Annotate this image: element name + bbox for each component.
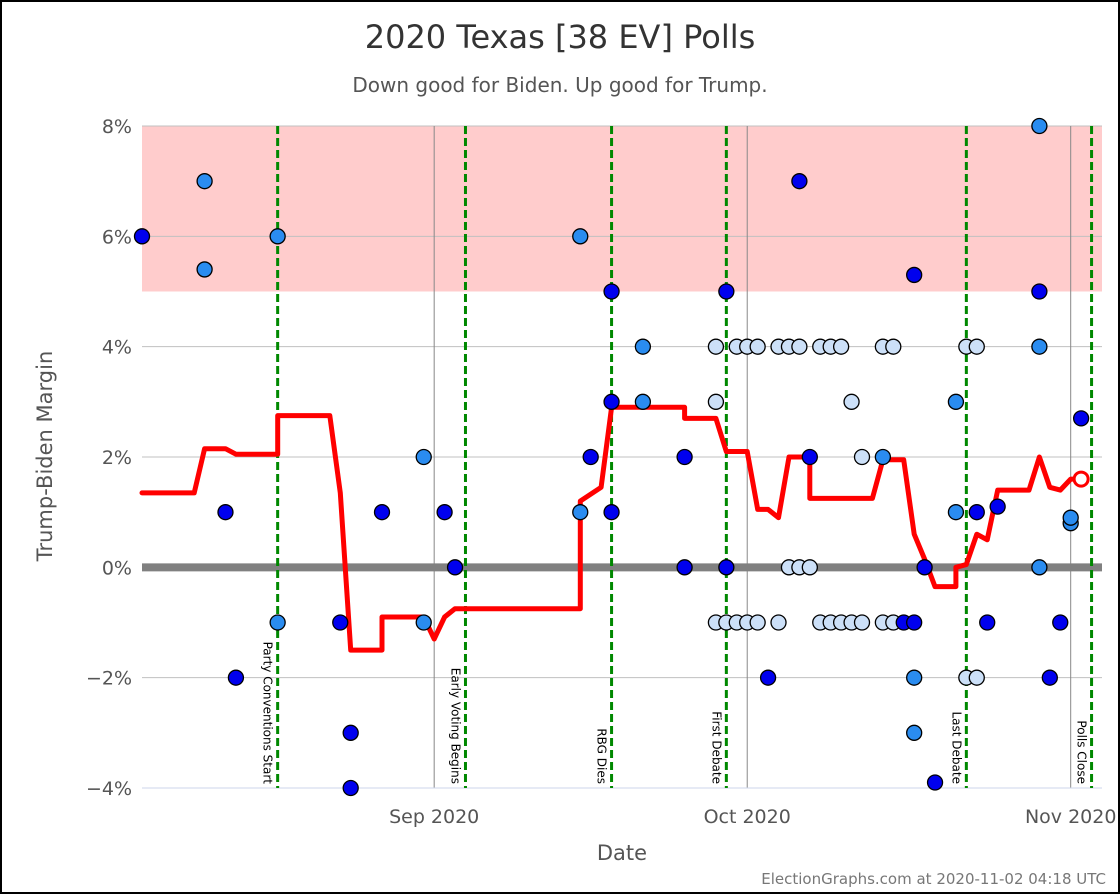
poll-point [342,724,359,741]
poll-point [1031,117,1048,135]
poll-point [791,173,808,190]
poll-point [1031,559,1048,576]
poll-point [885,338,902,355]
poll-point [446,559,464,576]
x-tick-label: Oct 2020 [704,806,791,828]
event-label: Early Voting Begins [448,668,462,784]
poll-point [1072,410,1090,427]
y-tick-label: 4% [102,337,132,359]
poll-point [196,261,213,278]
poll-point [791,338,808,355]
y-tick-label: 6% [102,226,132,248]
poll-point [1041,669,1058,686]
poll-point [707,338,725,355]
poll-point [749,614,766,631]
poll-point [906,266,923,284]
event-label: RBG Dies [595,728,609,784]
poll-point [634,338,652,355]
poll-point [968,504,985,521]
x-tick-label: Sep 2020 [389,806,479,828]
y-tick-label: 0% [102,557,132,579]
poll-average-line [139,404,1084,653]
poll-point [269,228,286,245]
poll-point [968,338,985,355]
poll-point [332,614,349,631]
poll-point [1031,283,1048,300]
poll-point [947,393,965,410]
poll-point [582,448,599,466]
event-label: Polls Close [1075,720,1089,784]
poll-point [801,559,818,576]
poll-point [832,338,850,355]
poll-point [1062,509,1079,526]
poll-point [415,614,432,631]
poll-point [853,614,871,631]
poll-point [133,228,151,245]
poll-point [718,283,735,300]
poll-point [718,559,735,576]
event-label: Party Conventions Start [261,642,275,785]
poll-point [801,448,818,466]
poll-point [572,228,589,245]
poll-point [916,559,933,576]
poll-point [947,504,965,521]
poll-point [989,498,1006,515]
poll-point [906,614,923,631]
poll-point [968,669,985,686]
poll-point [603,504,620,521]
poll-point [770,614,787,631]
plot-area: −4% −2% 0% 2% 4% 6% 8% Sep 2020 Oct 2020 Nov 2020… [86,116,1117,828]
poll-point [926,774,944,791]
x-axis-title: Date [597,841,647,865]
poll-point [676,448,693,466]
poll-point [603,393,620,410]
y-tick-label: −4% [86,778,132,800]
y-tick-label: 8% [102,116,132,138]
poll-point [843,393,860,410]
poll-point [196,173,213,190]
chart-title: 2020 Texas [38 EV] Polls [365,18,756,56]
poll-point [759,669,777,686]
credit-text: ElectionGraphs.com at 2020-11-02 04:18 U… [761,870,1106,888]
poll-point [707,393,725,410]
y-tick-label: −2% [86,668,132,690]
poll-point [217,504,234,521]
x-tick-label: Nov 2020 [1025,806,1116,828]
poll-point [342,779,359,797]
shaded-band [142,126,1102,292]
poll-point [634,393,652,410]
poll-point [906,669,923,686]
poll-point [1052,614,1069,631]
chart-subtitle: Down good for Biden. Up good for Trump. [352,73,767,97]
poll-point [874,448,892,466]
poll-point [676,559,693,576]
poll-point [906,724,923,741]
poll-point [979,614,996,631]
poll-point [1031,338,1048,355]
y-axis-title: Trump-Biden Margin [33,351,57,563]
poll-point [269,614,286,631]
poll-point [853,448,871,466]
poll-point [415,448,432,466]
average-endpoint-marker [1072,470,1090,488]
poll-point [749,338,766,355]
poll-point [227,669,245,686]
poll-point [572,504,589,521]
poll-point [603,283,620,300]
event-label: Last Debate [949,712,963,785]
y-tick-label: 2% [102,447,132,469]
event-label: First Debate [709,711,723,784]
poll-point [436,504,453,521]
poll-point [373,504,391,521]
